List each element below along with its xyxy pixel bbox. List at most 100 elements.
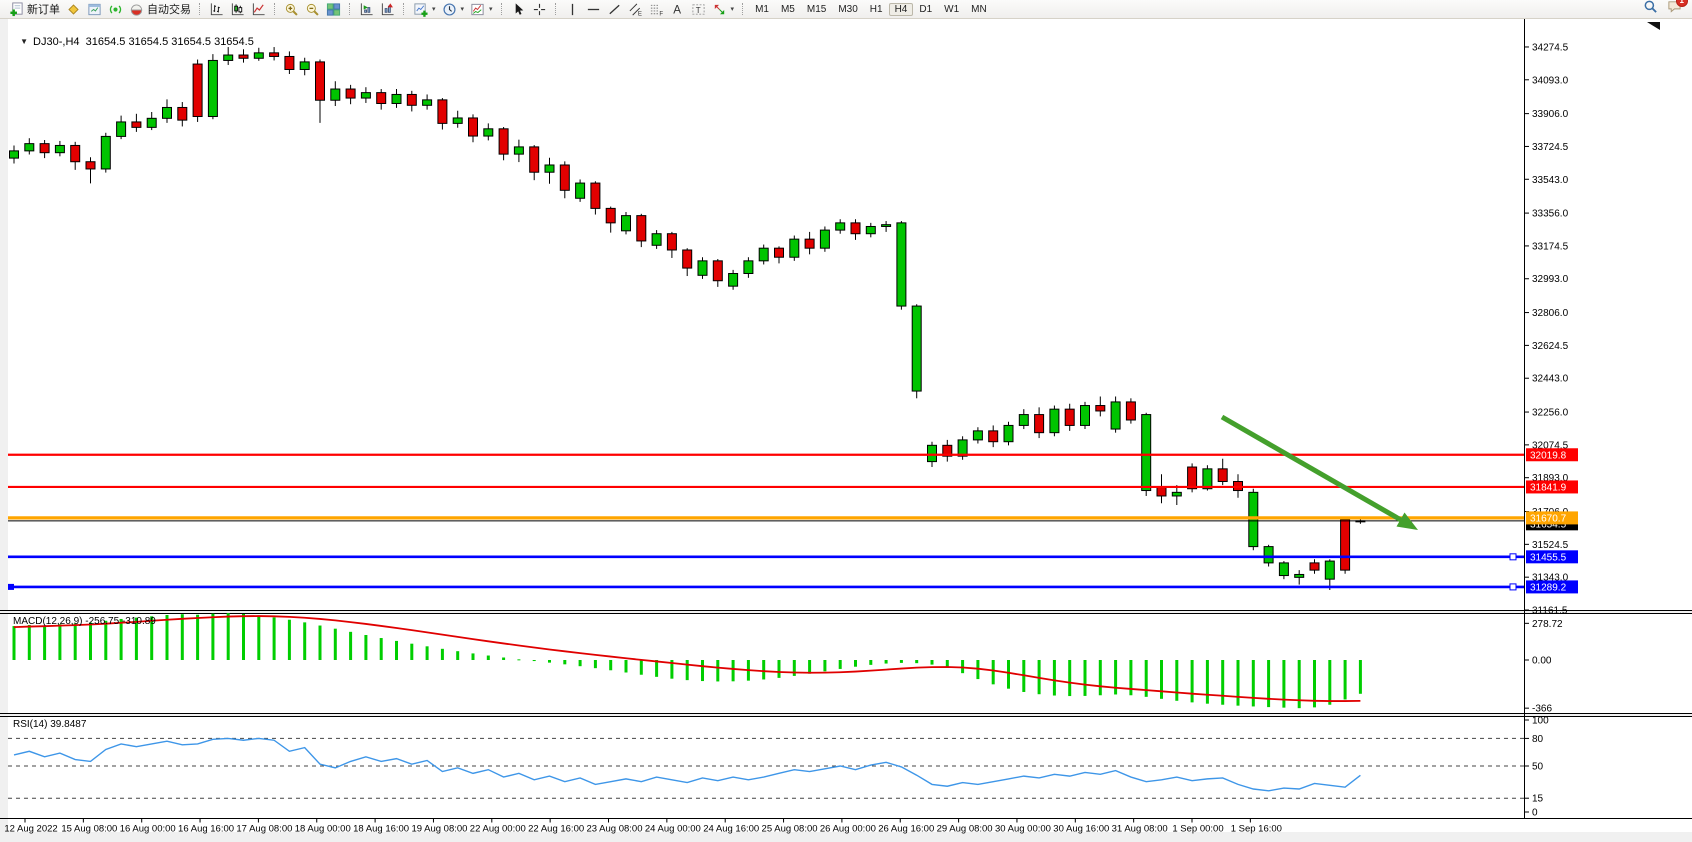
cursor-button[interactable] [508,1,529,18]
scroll-marker-icon[interactable] [1647,22,1660,30]
collapse-chart-icon[interactable]: ▼ [20,37,29,46]
crosshair-button[interactable] [529,1,550,18]
candle-body [116,121,127,137]
candle-body [452,117,463,124]
vertical-line-icon [571,3,573,15]
zoom-out-button[interactable] [302,1,323,18]
price-tick-label: 33543.0 [1532,175,1569,186]
timeframe-m1-button[interactable]: M1 [755,3,769,15]
chart-title: ▼ DJ30-,H4 31654.5 31654.5 31654.5 31654.… [14,24,254,48]
toolbar: 新订单 自动交易 ▾ ▾ ▾ E F A T ▾ M1 M5 M15 M30 H1 H4 D1 W1 MN 1 [0,0,1692,19]
line-handle[interactable] [1509,583,1517,591]
macd-histogram-bar [854,660,857,667]
price-tick-label: 31161.5 [1532,606,1568,617]
line-chart-mode-button[interactable] [248,1,269,18]
macd-histogram-bar [639,660,643,675]
price-badge-31455.5-text: 31455.5 [1530,552,1567,563]
equidistant-channel-button[interactable]: E [625,1,646,18]
time-tick-label: 29 Aug 08:00 [937,824,993,835]
text-button[interactable]: A [667,1,688,18]
text-label-button[interactable]: T [688,1,709,18]
candlestick-chart-icon [231,2,244,15]
candle-body [651,233,662,246]
timeframe-h1-button[interactable]: H1 [869,3,883,15]
macd-tick-label: 0.00 [1532,656,1552,667]
macd-histogram-bar [43,625,47,660]
macd-histogram-bar [838,660,842,669]
line-handle[interactable] [1509,553,1517,561]
new-order-button[interactable]: 新订单 [6,1,63,18]
candle-body [1340,518,1351,571]
timeframe-m30-button[interactable]: M30 [838,3,858,15]
macd-histogram-bar [471,653,475,660]
timeframe-m15-button[interactable]: M15 [806,3,827,15]
macd-histogram-bar [1328,660,1332,705]
zoom-in-button[interactable] [281,1,302,18]
indicators-button[interactable]: ▾ [410,1,439,18]
templates-button[interactable]: ▾ [467,1,496,18]
dropdown-arrow-icon[interactable]: ▾ [432,6,436,13]
new-order-label: 新订单 [27,4,60,16]
macd-histogram-bar [1267,660,1271,708]
market-watch-button[interactable] [84,1,105,18]
candle-body [238,54,249,59]
timeframe-h4-button[interactable]: H4 [888,2,914,16]
candle-body [957,439,968,457]
market-watch-icon [88,3,101,15]
templates-icon [471,3,484,15]
signals-button[interactable] [105,1,126,18]
fibonacci-icon: F [650,4,663,17]
timeframe-d1-button[interactable]: D1 [919,3,933,15]
candle-body [636,215,647,242]
candle-body [544,164,555,173]
candle-body [682,249,693,269]
panel-splitter[interactable] [0,610,1692,614]
candle-body [972,430,983,441]
macd-histogram-bar [593,660,597,669]
time-tick-label: 25 Aug 08:00 [762,824,818,835]
candle-body [146,117,157,128]
notifications-button[interactable]: 1 [1667,0,1688,19]
fibonacci-retracement-button[interactable]: F [646,1,667,18]
dropdown-arrow-icon[interactable]: ▾ [460,6,465,13]
dropdown-arrow-icon[interactable]: ▾ [730,6,735,13]
data-window-button[interactable] [377,1,398,18]
trend-arrow[interactable] [1220,414,1403,523]
candle-body [774,247,784,258]
macd-histogram-bar [930,660,934,665]
timeframe-m5-button[interactable]: M5 [780,3,795,15]
timeframe-mn-button[interactable]: MN [971,3,987,15]
trendline-button[interactable] [604,1,625,18]
bar-chart-mode-button[interactable] [206,1,227,18]
tile-windows-button[interactable] [323,1,344,18]
dropdown-arrow-icon[interactable]: ▾ [489,6,493,13]
macd-histogram-bar [89,622,92,660]
vertical-line-button[interactable] [562,1,583,18]
auto-trading-button[interactable]: 自动交易 [126,1,194,18]
toolbar-separator [274,3,276,15]
macd-histogram-bar [1358,660,1362,694]
macd-histogram-bar [1068,660,1072,697]
navigator-button[interactable] [356,1,377,18]
timeframe-w1-button[interactable]: W1 [944,3,960,15]
macd-histogram-bar [915,660,919,664]
candle-body [498,128,509,155]
macd-histogram-bar [991,660,995,685]
candle-body [177,106,188,121]
search-button[interactable] [1643,0,1658,19]
periods-icon [442,2,456,16]
arrows-button[interactable]: ▾ [709,1,738,18]
macd-histogram-bar [517,659,521,661]
macd-histogram-bar [869,660,873,665]
svg-text:F: F [659,10,663,16]
periods-button[interactable]: ▾ [439,1,468,18]
macd-histogram-bar [1343,660,1347,700]
charts-button[interactable] [63,1,84,18]
candlestick-chart-mode-button[interactable] [227,1,248,18]
price-tick-label: 33906.0 [1532,109,1569,120]
macd-tick-label: 278.72 [1532,619,1563,630]
panel-splitter[interactable] [0,713,1692,717]
horizontal-line-button[interactable] [583,1,604,18]
trend-arrow-head[interactable] [1396,512,1419,531]
line-handle[interactable] [8,583,14,590]
